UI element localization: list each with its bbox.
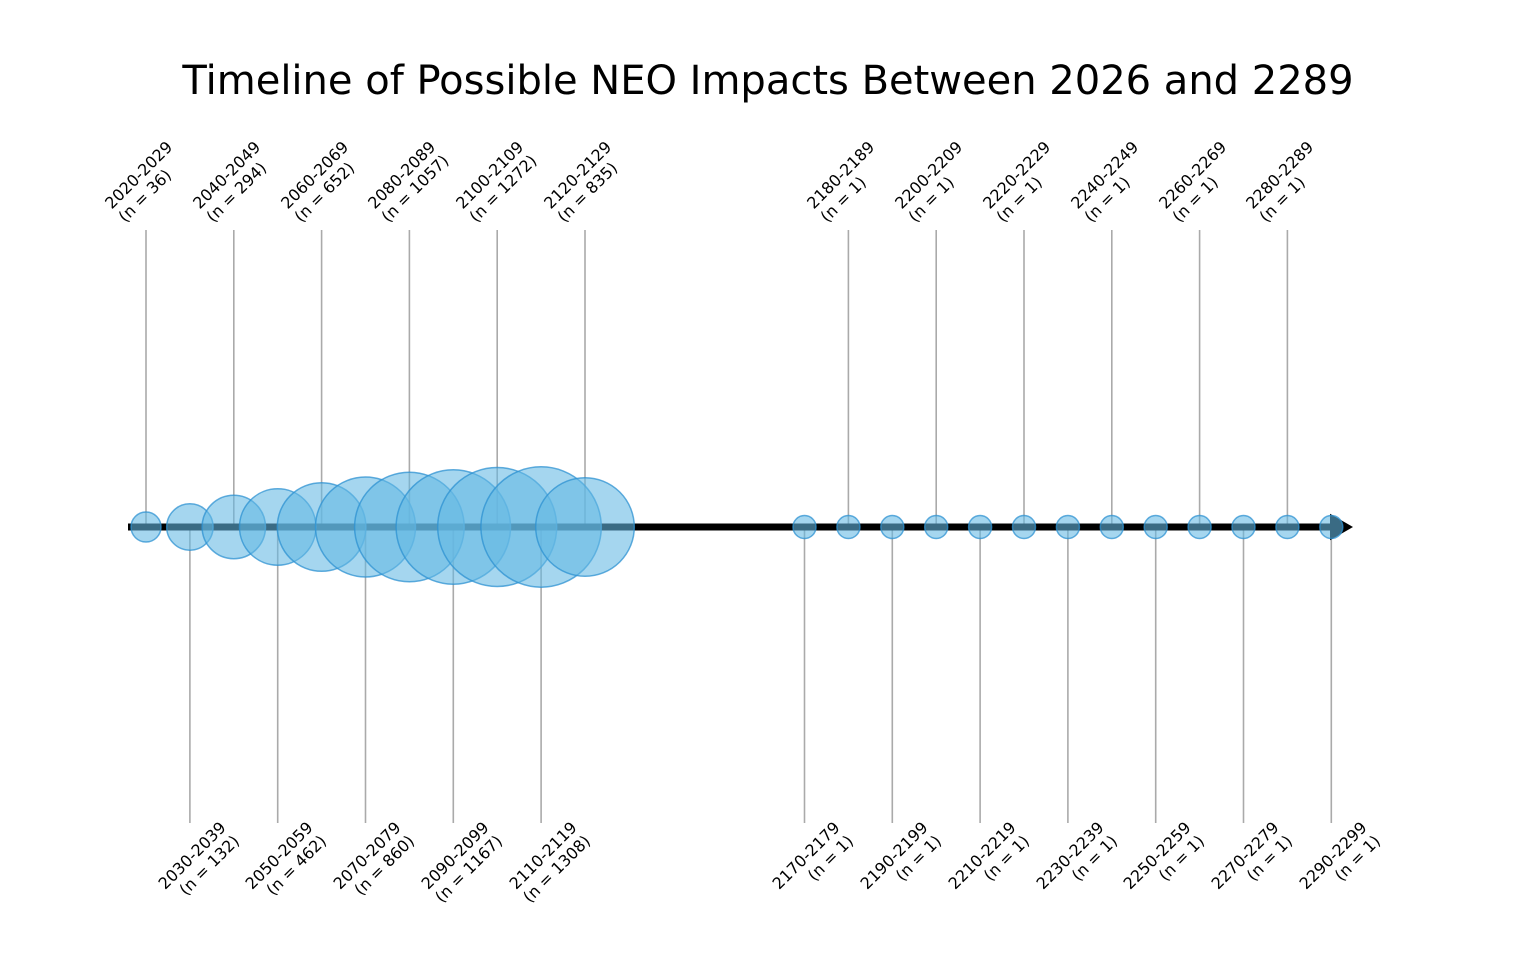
- impact-bubble: [130, 511, 162, 543]
- impact-bubble: [836, 514, 861, 540]
- impact-bubble: [923, 514, 949, 540]
- impact-bubble: [1319, 514, 1344, 540]
- impact-bubble: [1187, 514, 1212, 540]
- impact-bubble: [792, 514, 817, 540]
- impact-bubble: [1011, 514, 1037, 540]
- impact-bubble: [1231, 514, 1256, 540]
- impact-bubble: [880, 514, 905, 540]
- impact-bubbles-group: [130, 466, 1344, 588]
- impact-bubble: [967, 514, 993, 540]
- impact-bubble: [1099, 514, 1125, 540]
- impact-bubble: [1055, 514, 1081, 540]
- impact-bubble: [1143, 514, 1168, 540]
- chart-title: Timeline of Possible NEO Impacts Between…: [182, 58, 1354, 104]
- impact-bubble: [1275, 514, 1300, 540]
- impact-bubble: [534, 476, 636, 578]
